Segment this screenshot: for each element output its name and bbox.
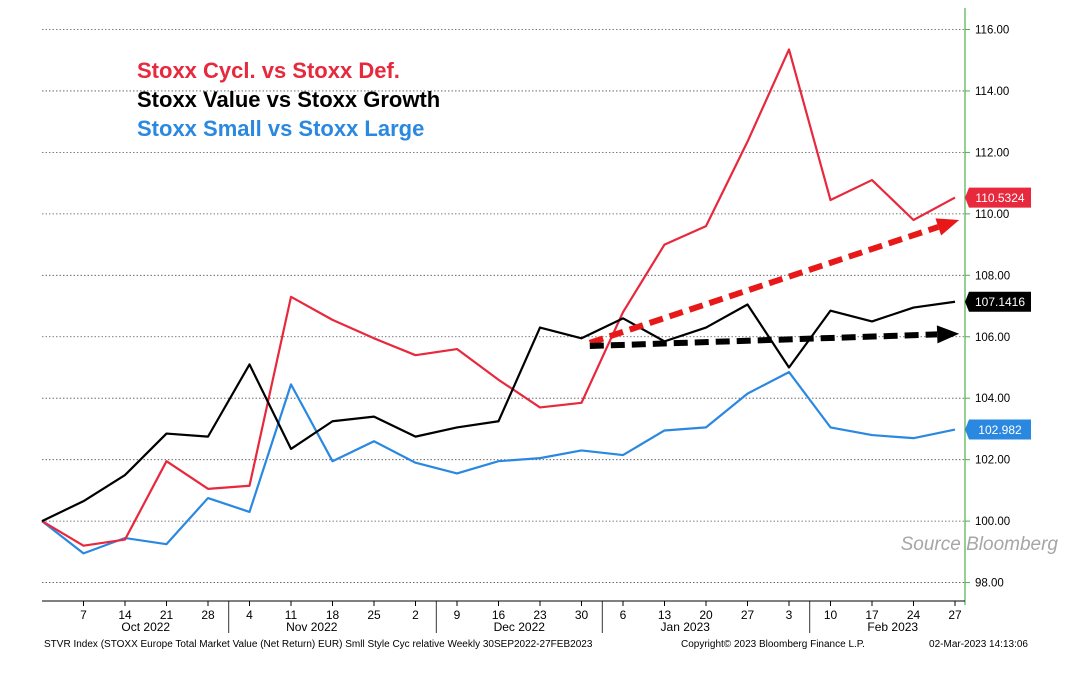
footer-index-description: STVR Index (STOXX Europe Total Market Va… bbox=[44, 639, 593, 650]
legend-entry-cyclical-vs-defensive: Stoxx Cycl. vs Stoxx Def. bbox=[137, 58, 400, 83]
last-value-label-value-vs-growth: 107.1416 bbox=[975, 295, 1025, 309]
x-tick-label: 13 bbox=[658, 608, 672, 622]
y-tick-label: 98.00 bbox=[975, 578, 1004, 590]
y-tick-label: 110.00 bbox=[975, 209, 1009, 221]
x-tick-label: 10 bbox=[824, 608, 838, 622]
series-line-cyclical-vs-defensive bbox=[41, 48, 956, 547]
x-tick-label: 25 bbox=[367, 608, 381, 622]
series-line-small-vs-large bbox=[41, 370, 956, 555]
x-tick-label: 9 bbox=[454, 608, 461, 622]
x-tick-label: 4 bbox=[246, 608, 253, 622]
last-value-label-cyclical-vs-defensive: 110.5324 bbox=[975, 191, 1024, 205]
axes: 98.00 100.00 102.00 104.00 106.00 108.00 110.0… bbox=[42, 8, 1010, 634]
x-tick-label: 27 bbox=[948, 608, 962, 622]
last-value-badge-cyclical-vs-defensive bbox=[965, 187, 1031, 208]
trend-arrow-shaft-0 bbox=[588, 224, 940, 346]
trend-arrow-head-0 bbox=[935, 218, 960, 236]
x-tick-label: 18 bbox=[326, 608, 340, 622]
x-tick-label: 27 bbox=[741, 608, 755, 622]
footer-timestamp: 02-Mar-2023 14:13:06 bbox=[929, 639, 1028, 650]
last-value-badge-small-vs-large bbox=[965, 419, 1031, 440]
x-tick-label: 17 bbox=[865, 608, 879, 622]
trend-arrows bbox=[588, 218, 960, 349]
x-tick-label: 24 bbox=[907, 608, 921, 622]
trend-arrow-shaft-1 bbox=[589, 331, 938, 349]
y-tick-label: 116.00 bbox=[975, 25, 1009, 37]
footer-copyright: Copyright© 2023 Bloomberg Finance L.P. bbox=[681, 639, 865, 650]
last-value-badge-value-vs-growth bbox=[965, 291, 1031, 312]
y-tick-label: 106.00 bbox=[975, 332, 1010, 344]
x-tick-label: 16 bbox=[492, 608, 506, 622]
x-tick-label: 2 bbox=[412, 608, 419, 622]
x-tick-label: 6 bbox=[620, 608, 627, 622]
x-tick-label: 21 bbox=[160, 608, 174, 622]
y-tick-label: 108.00 bbox=[975, 270, 1010, 282]
gridlines bbox=[42, 29, 965, 583]
y-tick-label: 114.00 bbox=[975, 86, 1009, 98]
last-value-label-small-vs-large: 102.982 bbox=[978, 423, 1022, 437]
y-tick-label: 104.00 bbox=[975, 393, 1010, 405]
legend-entry-value-vs-growth: Stoxx Value vs Stoxx Growth bbox=[137, 87, 440, 112]
y-tick-label: 100.00 bbox=[975, 516, 1010, 528]
footer: STVR Index (STOXX Europe Total Market Va… bbox=[44, 639, 1028, 650]
trend-arrow-head-1 bbox=[936, 325, 960, 344]
x-tick-label: 14 bbox=[118, 608, 132, 622]
month-label: Dec 2022 bbox=[494, 620, 546, 634]
x-tick-label: 30 bbox=[575, 608, 589, 622]
y-tick-label: 112.00 bbox=[975, 147, 1009, 159]
x-tick-label: 20 bbox=[699, 608, 713, 622]
source-note: Source Bloomberg bbox=[901, 534, 1059, 555]
x-tick-label: 3 bbox=[786, 608, 793, 622]
month-label: Nov 2022 bbox=[286, 620, 338, 634]
series-lines bbox=[41, 48, 956, 555]
month-label: Jan 2023 bbox=[661, 620, 711, 634]
legend-entry-small-vs-large: Stoxx Small vs Stoxx Large bbox=[137, 116, 424, 141]
x-tick-label: 11 bbox=[285, 608, 298, 622]
y-tick-label: 102.00 bbox=[975, 455, 1010, 467]
month-label: Oct 2022 bbox=[121, 620, 170, 634]
x-tick-label: 28 bbox=[201, 608, 215, 622]
x-tick-label: 7 bbox=[80, 608, 87, 622]
month-label: Feb 2023 bbox=[867, 620, 918, 634]
x-tick-label: 23 bbox=[533, 608, 547, 622]
last-value-badges: 110.5324 107.1416 102.982 bbox=[965, 187, 1031, 440]
series-line-value-vs-growth bbox=[41, 300, 956, 523]
legend: Stoxx Cycl. vs Stoxx Def. Stoxx Value vs… bbox=[137, 58, 440, 141]
